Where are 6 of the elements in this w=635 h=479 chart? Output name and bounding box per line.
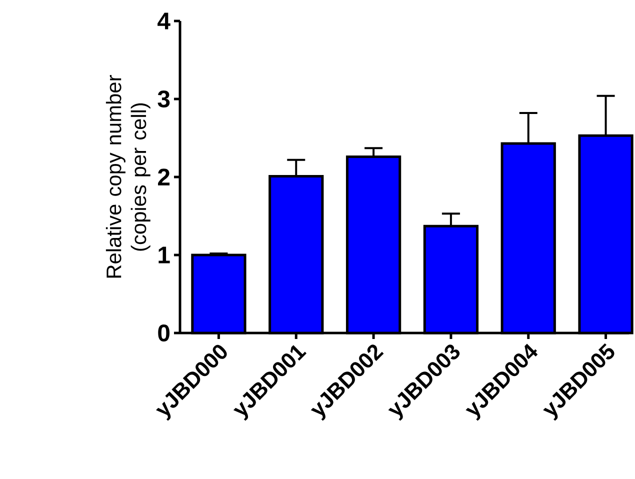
y-tick-label: 0 xyxy=(158,324,170,342)
y-tick-label: 1 xyxy=(158,246,170,264)
y-tick-label: 4 xyxy=(158,12,170,30)
y-axis-title: Relative copy number (copies per cell) xyxy=(106,75,150,278)
y-tick-label: 2 xyxy=(158,168,170,186)
y-tick-label: 3 xyxy=(158,90,170,108)
